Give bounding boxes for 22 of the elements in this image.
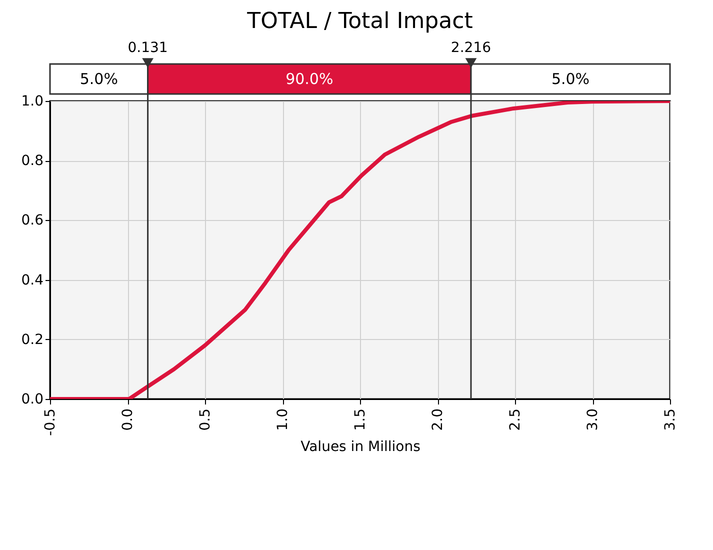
text: 5.0% [551,70,590,88]
y-tick-label: 0.8 [21,153,44,170]
ref-line-label: 2.216 [450,40,492,56]
x-axis-title: Values in Millions [300,438,420,455]
y-tick-label: 1.0 [21,94,44,110]
y-tick-label: 0.0 [21,392,44,408]
chart-title: TOTAL / Total Impact [246,9,474,34]
x-tick-label: 2.5 [508,408,524,431]
text: 90.0% [286,70,334,88]
x-tick-label: 1.0 [275,408,291,431]
x-tick-label: 0.5 [198,408,214,431]
x-tick-label: 3.0 [585,408,601,431]
y-tick-label: 0.2 [21,332,44,348]
x-tick-label: 0.0 [120,408,136,431]
x-tick-label: 1.5 [352,408,368,431]
y-tick-label: 0.4 [21,272,44,288]
text: 5.0% [80,70,118,88]
ref-line-label: 0.131 [128,40,168,56]
y-tick-label: 0.6 [21,212,44,229]
x-tick-label: 2.0 [430,408,446,431]
x-tick-label: 3.5 [662,408,678,431]
x-tick-label: -0.5 [42,408,58,436]
